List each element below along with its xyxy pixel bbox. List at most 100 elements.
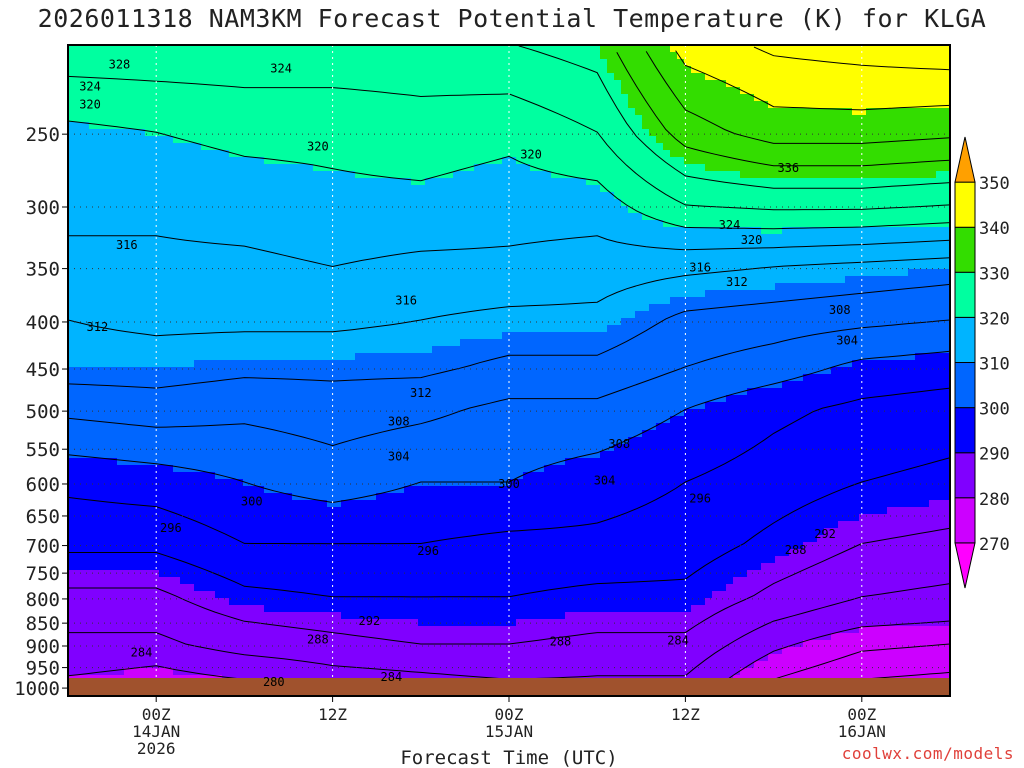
theta-cell (96, 612, 104, 620)
theta-cell (82, 290, 90, 298)
theta-cell (194, 269, 202, 277)
theta-cell (285, 255, 293, 263)
theta-cell (439, 416, 447, 424)
theta-cell (110, 521, 118, 529)
theta-cell (124, 325, 132, 333)
theta-cell (292, 318, 300, 326)
theta-cell (285, 206, 293, 214)
theta-cell (271, 213, 279, 221)
theta-cell (222, 339, 230, 347)
theta-cell (425, 206, 433, 214)
theta-cell (369, 640, 377, 648)
theta-cell (215, 626, 223, 634)
theta-cell (215, 255, 223, 263)
theta-cell (299, 150, 307, 158)
theta-cell (166, 626, 174, 634)
theta-cell (264, 535, 272, 543)
theta-cell (243, 150, 251, 158)
theta-cell (243, 577, 251, 585)
theta-cell (397, 80, 405, 88)
theta-cell (348, 318, 356, 326)
theta-cell (250, 332, 258, 340)
theta-cell (180, 73, 188, 81)
theta-cell (341, 465, 349, 473)
theta-cell (341, 115, 349, 123)
theta-cell (432, 465, 440, 473)
theta-cell (131, 241, 139, 249)
theta-cell (173, 199, 181, 207)
theta-cell (75, 500, 83, 508)
theta-cell (82, 241, 90, 249)
theta-cell (138, 185, 146, 193)
theta-cell (131, 234, 139, 242)
theta-cell (411, 234, 419, 242)
theta-cell (124, 171, 132, 179)
theta-cell (229, 164, 237, 172)
theta-cell (75, 192, 83, 200)
theta-cell (208, 570, 216, 578)
theta-cell (173, 339, 181, 347)
theta-cell (383, 297, 391, 305)
theta-cell (383, 66, 391, 74)
theta-cell (418, 122, 426, 130)
theta-cell (348, 381, 356, 389)
theta-cell (355, 150, 363, 158)
theta-cell (327, 248, 335, 256)
theta-cell (306, 283, 314, 291)
theta-cell (439, 45, 447, 53)
theta-cell (404, 248, 412, 256)
theta-cell (187, 374, 195, 382)
theta-cell (355, 80, 363, 88)
theta-cell (201, 465, 209, 473)
theta-cell (208, 276, 216, 284)
theta-cell (278, 269, 286, 277)
theta-cell (250, 577, 258, 585)
theta-cell (222, 150, 230, 158)
theta-cell (187, 570, 195, 578)
theta-cell (397, 171, 405, 179)
theta-cell (236, 570, 244, 578)
theta-cell (110, 668, 118, 676)
theta-cell (439, 59, 447, 67)
theta-cell (166, 283, 174, 291)
theta-cell (355, 87, 363, 95)
theta-cell (362, 325, 370, 333)
theta-cell (96, 122, 104, 130)
theta-cell (348, 556, 356, 564)
theta-cell (222, 577, 230, 585)
theta-cell (194, 304, 202, 312)
theta-cell (166, 59, 174, 67)
theta-cell (96, 290, 104, 298)
theta-cell (138, 619, 146, 627)
theta-cell (285, 374, 293, 382)
theta-cell (278, 465, 286, 473)
theta-cell (285, 633, 293, 641)
theta-cell (320, 563, 328, 571)
theta-cell (299, 612, 307, 620)
theta-cell (187, 290, 195, 298)
theta-cell (306, 367, 314, 375)
theta-cell (180, 45, 188, 53)
theta-cell (173, 444, 181, 452)
theta-cell (131, 94, 139, 102)
theta-cell (138, 451, 146, 459)
theta-cell (334, 353, 342, 361)
theta-cell (278, 178, 286, 186)
theta-cell (145, 353, 153, 361)
theta-cell (215, 465, 223, 473)
theta-cell (264, 486, 272, 494)
theta-cell (222, 486, 230, 494)
theta-cell (320, 283, 328, 291)
theta-cell (103, 654, 111, 662)
theta-cell (432, 290, 440, 298)
theta-cell (96, 311, 104, 319)
theta-cell (222, 262, 230, 270)
theta-cell (131, 528, 139, 536)
theta-cell (103, 444, 111, 452)
theta-cell (306, 444, 314, 452)
theta-cell (75, 437, 83, 445)
theta-cell (264, 647, 272, 655)
theta-cell (299, 626, 307, 634)
theta-cell (243, 423, 251, 431)
theta-cell (257, 444, 265, 452)
